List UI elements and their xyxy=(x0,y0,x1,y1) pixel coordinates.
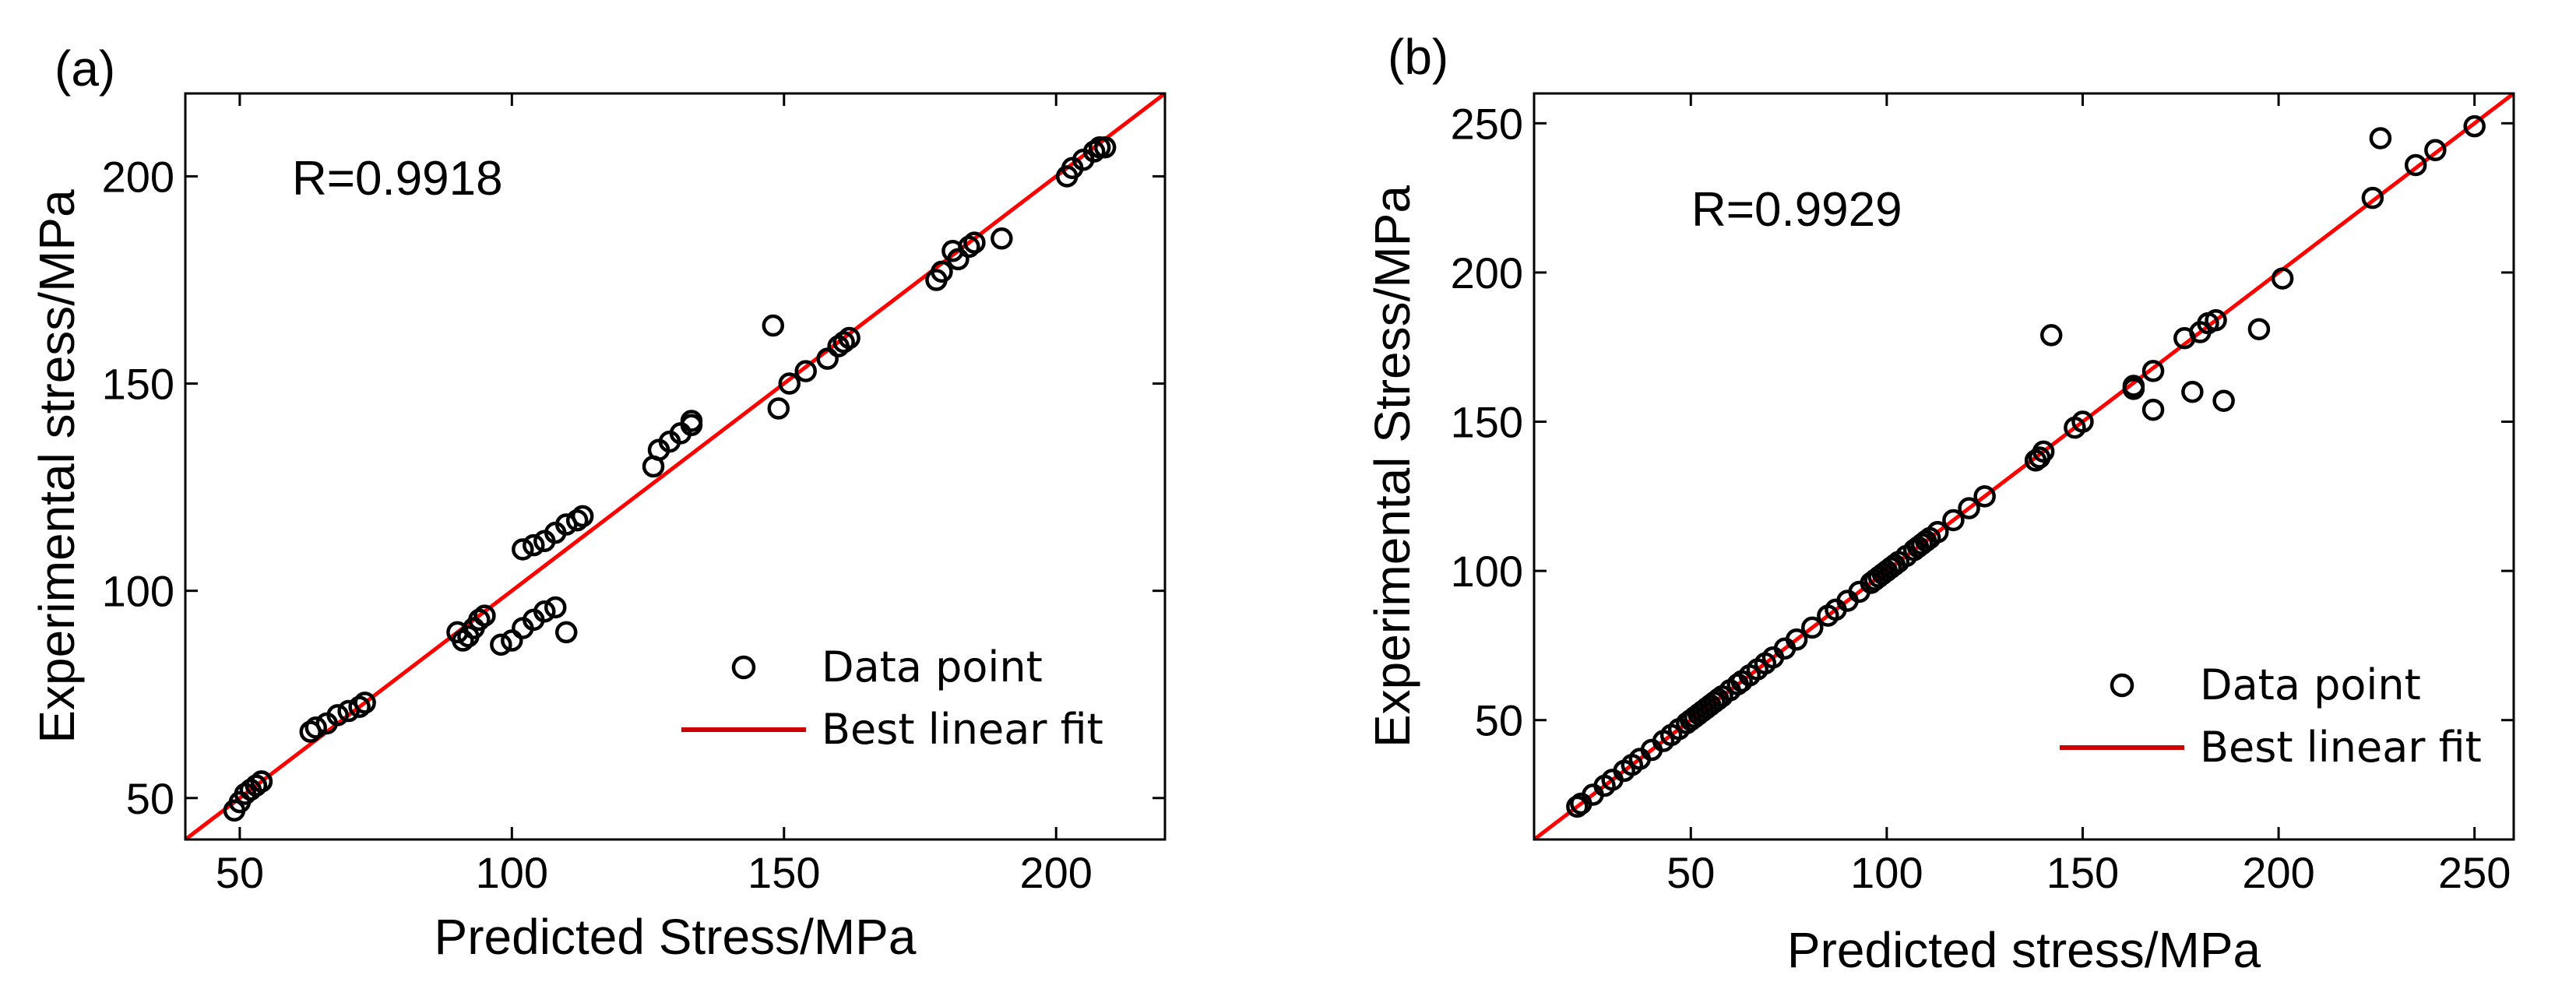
x-tick-label: 100 xyxy=(476,848,548,897)
data-point xyxy=(2271,267,2294,290)
x-tick-label: 200 xyxy=(2242,848,2314,897)
data-point xyxy=(571,505,594,528)
data-point xyxy=(468,608,491,632)
legend-marker-data-point xyxy=(2110,673,2134,698)
data-point xyxy=(832,331,855,354)
x-axis-label: Predicted stress/MPa xyxy=(1787,922,2261,978)
x-tick-label: 50 xyxy=(216,848,264,897)
data-point xyxy=(963,231,986,254)
data-point xyxy=(680,410,703,432)
data-point xyxy=(1093,136,1117,159)
data-point xyxy=(245,774,268,797)
data-point xyxy=(2141,398,2165,421)
correlation-annotation: R=0.9929 xyxy=(1691,183,1902,237)
data-point xyxy=(523,533,545,557)
x-tick-label: 250 xyxy=(2438,848,2511,897)
data-point xyxy=(794,360,817,382)
chart-panel-b: 50 100 150 200 250 50 100 150 200 250 Predicted st… xyxy=(1364,29,2515,978)
x-tick-label: 200 xyxy=(1020,848,1093,897)
data-point xyxy=(1566,795,1589,818)
y-tick-label: 50 xyxy=(1475,696,1523,745)
data-point xyxy=(991,227,1013,250)
data-point xyxy=(2141,360,2165,382)
x-tick-label: 50 xyxy=(1666,848,1715,897)
data-point xyxy=(512,538,534,561)
data-point xyxy=(767,397,790,420)
panel-label: (b) xyxy=(1388,29,1448,85)
plot-area-frame xyxy=(184,92,1167,841)
data-point xyxy=(778,372,801,395)
legend-label-best-linear-fit: Best linear fit xyxy=(822,705,1103,754)
data-point xyxy=(816,347,839,370)
data-point xyxy=(1785,628,1808,651)
data-point xyxy=(1082,140,1106,163)
data-point xyxy=(2404,153,2427,177)
data-point xyxy=(2032,440,2055,463)
y-tick-label: 150 xyxy=(1451,398,1523,447)
x-axis-label: Predicted Stress/MPa xyxy=(435,909,917,965)
data-point xyxy=(2369,127,2392,150)
data-point xyxy=(2071,410,2094,433)
data-point xyxy=(490,633,512,656)
y-tick-label: 200 xyxy=(1451,248,1523,297)
data-point xyxy=(931,260,953,283)
legend-label-data-point: Data point xyxy=(2200,660,2421,709)
chart-panel-a: 50 100 150 200 50 100 150 200 Predicted Stress/M… xyxy=(29,40,1167,965)
y-tick-label: 100 xyxy=(1451,547,1523,596)
legend-label-best-linear-fit: Best linear fit xyxy=(2200,723,2482,772)
legend-label-data-point: Data point xyxy=(822,642,1043,692)
data-point xyxy=(326,704,349,727)
data-point xyxy=(544,596,567,619)
x-tick-label: 100 xyxy=(1850,848,1923,897)
plot-area-frame xyxy=(1533,92,2515,841)
data-point xyxy=(1973,485,1996,508)
data-point xyxy=(501,629,523,652)
data-point xyxy=(947,248,970,271)
data-point xyxy=(2122,375,2145,397)
data-point xyxy=(250,770,273,793)
y-tick-label: 150 xyxy=(102,360,174,409)
data-point xyxy=(2039,324,2063,347)
data-point xyxy=(958,235,980,259)
data-point xyxy=(2205,308,2227,332)
y-tick-label: 200 xyxy=(102,152,174,201)
data-point xyxy=(565,509,589,532)
data-point xyxy=(304,716,327,739)
data-point xyxy=(2181,380,2204,403)
data-point xyxy=(2361,186,2384,209)
data-point xyxy=(452,629,474,652)
data-point xyxy=(2247,318,2271,340)
data-point xyxy=(2424,139,2447,162)
data-point xyxy=(838,326,860,350)
legend-marker-data-point xyxy=(731,655,756,680)
data-point xyxy=(762,314,785,337)
x-tick-label: 150 xyxy=(748,848,820,897)
data-point xyxy=(2212,389,2235,412)
data-point xyxy=(1942,509,1965,532)
data-point xyxy=(554,621,578,644)
y-tick-label: 100 xyxy=(102,567,174,616)
y-tick-label: 250 xyxy=(1451,99,1523,148)
data-point xyxy=(1801,616,1824,639)
y-axis-label: Experimental stress/MPa xyxy=(29,189,85,744)
data-point xyxy=(2463,114,2486,138)
y-axis-label: Experimental Stress/MPa xyxy=(1364,185,1420,748)
data-point xyxy=(533,600,556,623)
data-point xyxy=(354,692,376,714)
y-tick-label: 50 xyxy=(126,774,174,823)
data-point xyxy=(1958,497,1980,519)
data-point xyxy=(1927,521,1949,544)
data-point xyxy=(348,695,371,718)
data-point xyxy=(473,604,496,627)
x-tick-label: 150 xyxy=(2046,848,2119,897)
correlation-annotation: R=0.9918 xyxy=(292,152,503,206)
panel-label: (a) xyxy=(55,40,115,97)
